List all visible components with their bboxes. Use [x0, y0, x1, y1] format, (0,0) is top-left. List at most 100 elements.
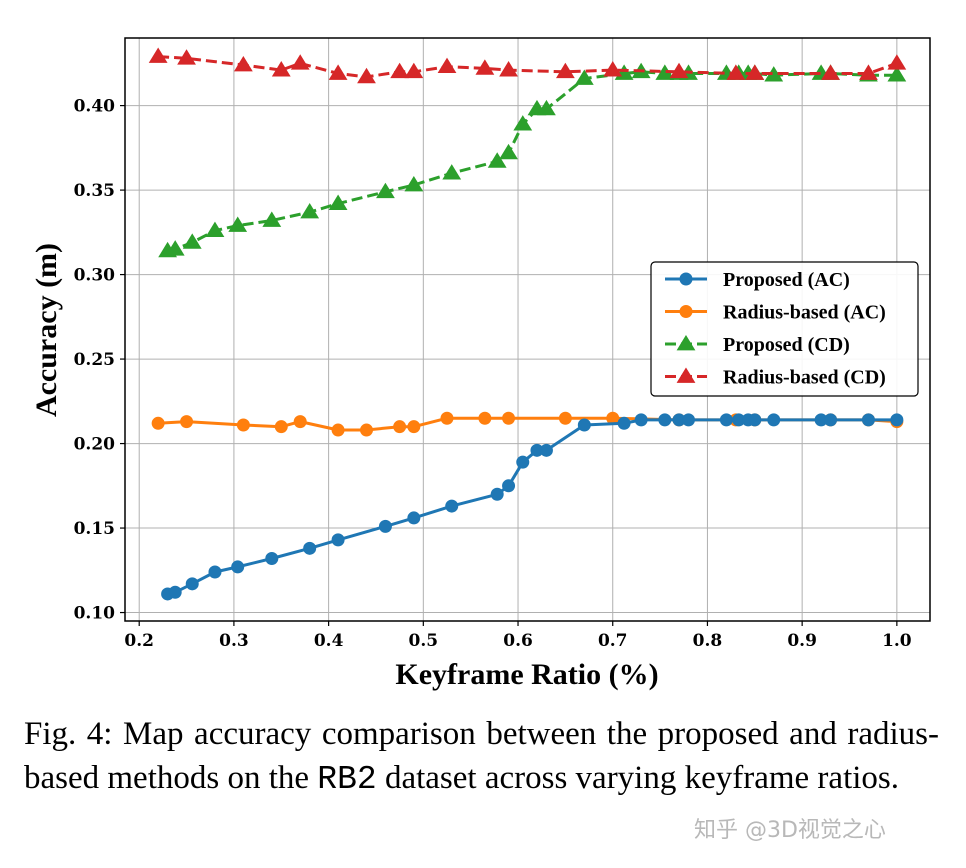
legend-marker [679, 305, 693, 318]
data-point-proposed-ac [617, 416, 631, 430]
data-point-proposed-cd [442, 164, 462, 180]
data-point-proposed-cd [487, 152, 507, 168]
legend-label: Proposed (CD) [723, 334, 850, 356]
series-proposed-cd [158, 62, 907, 258]
data-point-radius-based-cd [328, 64, 348, 80]
data-point-proposed-cd [887, 66, 907, 82]
data-point-radius-based-ac [293, 415, 307, 429]
accuracy-chart: 0.2 0.3 0.4 0.5 0.6 0.7 0.8 0.9 1.0 0.10 0.15 0.20 0… [30, 37, 931, 691]
legend: Proposed (AC) Radius-based (AC) Proposed (… [650, 261, 919, 397]
x-tick-label: 0.2 [124, 631, 154, 651]
data-point-radius-based-cd [499, 61, 518, 77]
data-point-radius-based-ac [440, 411, 454, 425]
data-point-proposed-cd [404, 175, 424, 192]
x-tick-label: 0.7 [598, 631, 628, 651]
plot-frame [124, 37, 931, 622]
legend-label: Radius-based (AC) [723, 302, 886, 324]
data-point-proposed-ac [231, 560, 245, 574]
data-point-proposed-ac [682, 413, 695, 427]
data-point-proposed-cd [205, 221, 225, 237]
legend-item-proposed-cd: Proposed (CD) [665, 334, 850, 356]
data-point-radius-based-cd [669, 62, 689, 79]
data-point-proposed-cd [182, 233, 202, 249]
y-tick-label: 0.30 [74, 266, 116, 286]
series-radius-based-ac [151, 411, 904, 437]
data-point-radius-based-cd [603, 61, 623, 77]
x-tick-label: 0.3 [219, 631, 249, 651]
data-point-radius-based-cd [271, 61, 291, 77]
legend-item-radius-based-cd: Radius-based (CD) [665, 367, 886, 389]
figure-caption: Fig. 4: Map accuracy comparison between … [24, 712, 939, 802]
data-point-proposed-cd [328, 194, 348, 210]
y-axis-label: Accuracy (m) [30, 243, 63, 417]
data-point-proposed-cd [574, 69, 594, 85]
data-point-proposed-ac [208, 565, 222, 579]
data-point-proposed-cd [300, 202, 320, 219]
data-point-proposed-ac [265, 551, 279, 565]
data-point-proposed-ac [185, 577, 199, 591]
y-tick-label: 0.35 [74, 181, 115, 201]
data-point-proposed-ac [331, 533, 345, 547]
legend-marker [676, 367, 696, 383]
data-point-radius-based-cd [357, 67, 376, 84]
legend-label: Radius-based (CD) [723, 367, 886, 389]
legend-item-proposed-ac: Proposed (AC) [665, 269, 850, 291]
data-point-proposed-ac [407, 511, 421, 525]
data-point-radius-based-ac [274, 420, 288, 434]
data-point-proposed-cd [513, 115, 533, 131]
data-point-radius-based-cd [233, 55, 253, 72]
data-point-proposed-ac [516, 455, 530, 469]
data-point-proposed-cd [262, 211, 282, 227]
data-point-radius-based-ac [360, 423, 373, 437]
data-point-radius-based-cd [148, 47, 168, 63]
series-line-radius-based-cd [158, 55, 898, 79]
data-point-proposed-ac [502, 479, 516, 493]
data-point-proposed-ac [303, 541, 317, 555]
legend-label: Proposed (AC) [723, 269, 850, 291]
data-point-proposed-ac [748, 413, 762, 427]
data-point-proposed-cd [165, 240, 185, 256]
data-point-radius-based-ac [393, 420, 407, 434]
legend-marker [679, 272, 693, 286]
data-point-proposed-ac [861, 413, 875, 427]
x-tick-label: 0.6 [503, 631, 533, 651]
caption-suffix: dataset across varying keyframe ratios. [376, 760, 899, 796]
y-tick-label: 0.20 [74, 435, 116, 455]
data-point-proposed-ac [378, 519, 392, 533]
series-layer [148, 47, 907, 601]
y-tick-label: 0.40 [74, 97, 116, 117]
data-point-radius-based-ac [478, 411, 492, 425]
data-point-radius-based-cd [859, 64, 878, 80]
data-point-radius-based-cd [887, 54, 907, 70]
data-point-radius-based-cd [475, 59, 495, 75]
data-point-proposed-ac [719, 413, 733, 427]
x-tick-label: 0.4 [314, 631, 344, 651]
data-point-radius-based-cd [290, 54, 310, 70]
data-point-radius-based-ac [407, 420, 421, 434]
y-tick-label: 0.25 [74, 350, 115, 370]
data-point-proposed-ac [634, 413, 648, 427]
data-point-proposed-ac [490, 487, 504, 501]
x-tick-label: 0.5 [409, 631, 439, 651]
y-tick-label: 0.10 [74, 604, 116, 624]
y-tick-label: 0.15 [74, 519, 115, 539]
x-tick-label: 1.0 [882, 631, 912, 651]
data-point-proposed-cd [499, 143, 518, 160]
data-point-radius-based-ac [180, 415, 194, 429]
data-point-proposed-ac [890, 413, 904, 427]
data-point-proposed-cd [228, 216, 248, 232]
data-point-proposed-cd [537, 99, 556, 116]
data-point-proposed-ac [539, 443, 553, 457]
data-point-radius-based-cd [437, 57, 457, 74]
data-point-radius-based-cd [726, 64, 746, 80]
legend-box [650, 261, 919, 397]
legend-item-radius-based-ac: Radius-based (AC) [665, 302, 886, 324]
data-point-proposed-ac [168, 585, 182, 599]
data-point-proposed-ac [658, 413, 672, 427]
x-tick-label: 0.9 [787, 631, 817, 651]
data-point-radius-based-cd [745, 64, 765, 80]
data-point-radius-based-cd [177, 49, 196, 65]
data-point-radius-based-cd [821, 64, 840, 80]
legend-marker [676, 334, 696, 351]
data-point-radius-based-ac [558, 411, 572, 425]
